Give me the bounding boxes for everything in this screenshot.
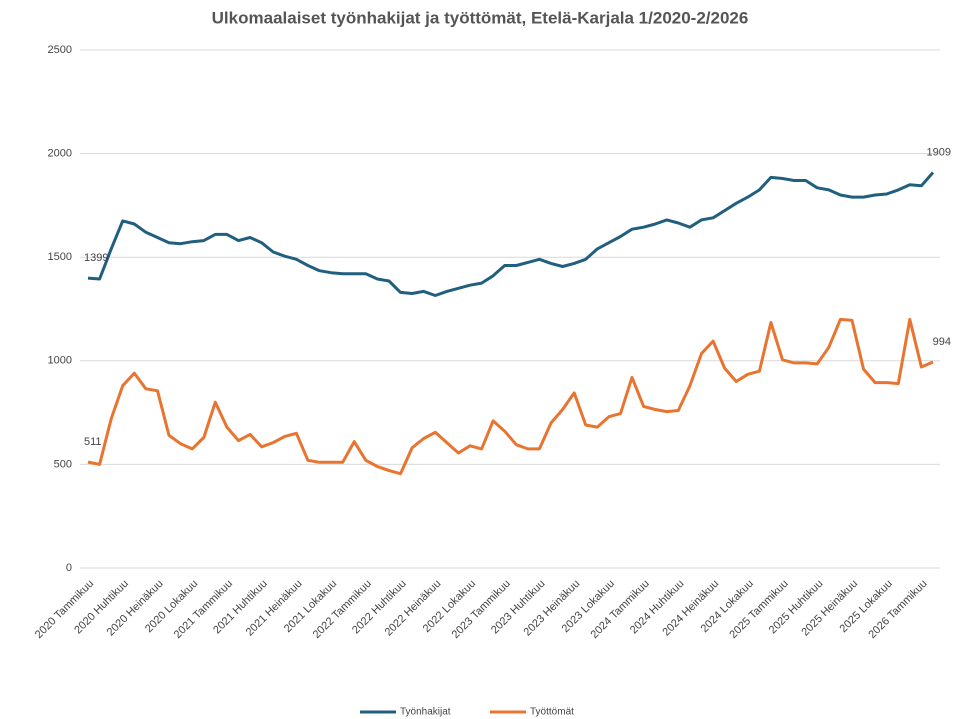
series-line [87,317,934,476]
x-tick-label: 2020 Tammikuu [33,578,96,641]
y-tick-label: 1500 [48,251,72,263]
y-tick-label: 2000 [48,148,72,160]
y-tick-label: 0 [66,562,72,574]
data-label: 1399 [84,252,108,264]
chart-title: Ulkomaalaiset työnhakijat ja työttömät, … [212,8,749,27]
legend-label: Työttömät [530,707,574,718]
y-tick-label: 2500 [48,44,72,56]
y-tick-label: 1000 [48,355,72,367]
data-label: 511 [84,436,102,448]
y-tick-label: 500 [54,458,72,470]
data-label: 1909 [927,146,951,158]
data-label: 994 [933,336,951,348]
series-line [87,171,935,297]
legend-label: Työnhakijat [400,707,451,718]
